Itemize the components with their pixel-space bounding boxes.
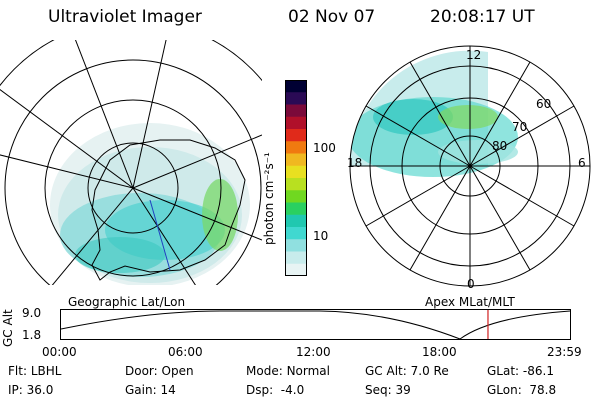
mlat-label-80: 80: [492, 139, 508, 153]
altitude-ytick-1-8: 1.8: [22, 328, 42, 342]
altitude-ytick-9: 9.0: [22, 306, 42, 320]
geographic-map: [0, 40, 262, 285]
filter-field: Flt: LBHL: [8, 364, 62, 378]
altitude-ylabel: GC Alt: [1, 309, 15, 347]
date-label: 02 Nov 07: [288, 7, 376, 27]
instrument-title: Ultraviolet Imager: [48, 7, 202, 27]
door-field: Door: Open: [125, 364, 194, 378]
altitude-xtick-0600: 06:00: [168, 345, 203, 359]
time-label: 20:08:17 UT: [430, 7, 535, 27]
colorbar-segment: [285, 239, 307, 252]
left-map-caption: Geographic Lat/Lon: [68, 295, 186, 309]
altitude-plot: [60, 309, 571, 340]
glat-field: GLat: -86.1: [487, 364, 554, 378]
colorbar-segment: [285, 141, 307, 154]
mlt-label-18: 18: [347, 156, 363, 170]
gain-field: Gain: 14: [125, 383, 176, 397]
glon-field: GLon: 78.8: [487, 383, 557, 397]
colorbar-segment: [285, 104, 307, 118]
mlat-label-70: 70: [512, 120, 528, 134]
colorbar-segment: [285, 263, 307, 276]
dsp-field: Dsp: -4.0: [246, 383, 305, 397]
colorbar-segment: [285, 178, 307, 191]
colorbar-segment: [285, 202, 307, 216]
altitude-curve: [60, 310, 571, 340]
colorbar-segment: [285, 153, 307, 167]
altitude-xtick-1800: 18:00: [422, 345, 457, 359]
mlt-label-12: 12: [466, 48, 482, 62]
colorbar-segment: [285, 129, 307, 142]
mlt-label-6: 6: [578, 156, 586, 170]
seq-field: Seq: 39: [365, 383, 411, 397]
gc-alt-field: GC Alt: 7.0 Re: [365, 364, 449, 378]
colorbar-segment: [285, 116, 307, 130]
colorbar-segment: [285, 165, 307, 179]
mlat-label-60: 60: [536, 97, 552, 111]
colorbar-frame: [285, 80, 307, 276]
mlt-label-0: 0: [467, 277, 475, 291]
altitude-xtick-0000: 00:00: [42, 345, 77, 359]
altitude-xtick-1200: 12:00: [296, 345, 331, 359]
longitude-lines: [0, 40, 262, 285]
right-map-caption: Apex MLat/MLT: [425, 295, 515, 309]
colorbar-segment: [285, 92, 307, 105]
colorbar-label: photon cm⁻²s⁻¹: [262, 152, 276, 245]
colorbar-segment: [285, 214, 307, 228]
latitude-circles: [0, 40, 262, 285]
colorbar: [285, 80, 307, 276]
colorbar-segment: [285, 80, 307, 93]
magnetic-map: [349, 45, 591, 287]
colorbar-segment: [285, 190, 307, 203]
mlt-lines: [350, 46, 590, 286]
ip-field: IP: 36.0: [8, 383, 54, 397]
colorbar-segment: [285, 251, 307, 265]
colorbar-tick-10: 10: [313, 229, 329, 243]
colorbar-tick-100: 100: [313, 141, 336, 155]
colorbar-segment: [285, 227, 307, 240]
altitude-xtick-2359: 23:59: [547, 345, 582, 359]
coastline: [91, 139, 246, 281]
mode-field: Mode: Normal: [246, 364, 330, 378]
